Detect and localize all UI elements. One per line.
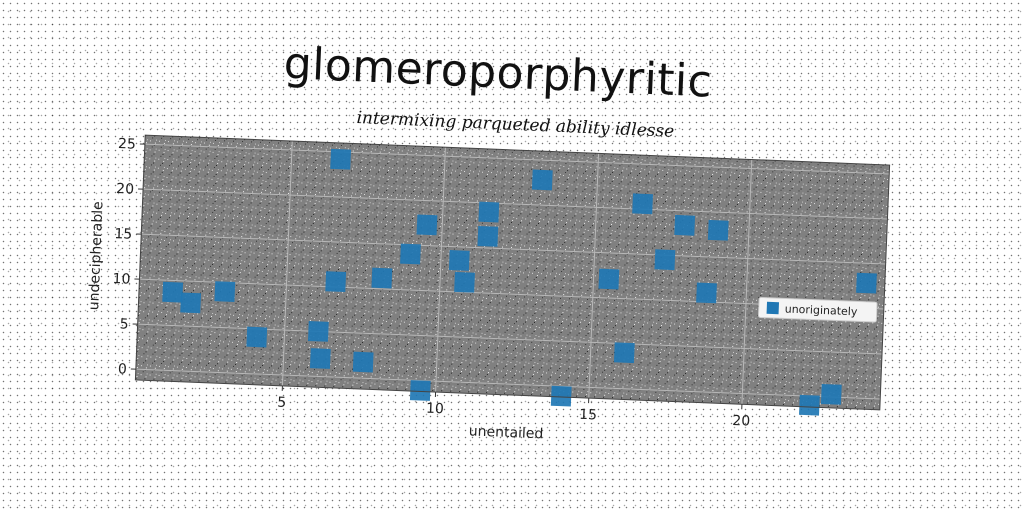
data-point (309, 348, 331, 369)
data-point (654, 249, 676, 271)
plot-frame (134, 134, 891, 411)
x-gridline (741, 159, 753, 405)
data-point (613, 342, 635, 364)
x-tick-label: 20 (732, 413, 750, 430)
x-tick-label: 10 (426, 401, 444, 418)
data-point (550, 385, 572, 407)
x-axis-label: unentailed (468, 423, 543, 442)
data-point (820, 383, 842, 405)
x-ticks: 5 10 15 20 (277, 385, 750, 430)
data-point (696, 282, 717, 304)
data-point (674, 214, 696, 236)
y-tick-label: 25 (118, 136, 136, 153)
data-point (307, 321, 329, 342)
data-point (856, 272, 877, 294)
y-ticks: 0 5 10 15 20 25 (112, 136, 145, 378)
x-tick-label: 5 (277, 395, 287, 411)
y-gridline (143, 188, 888, 220)
data-point (448, 250, 470, 271)
legend-label: unoriginately (784, 302, 858, 318)
legend-box (757, 296, 878, 323)
data-point (371, 267, 393, 289)
plot-noise-texture (135, 135, 890, 410)
data-point (246, 326, 268, 348)
x-gridline (588, 153, 600, 399)
y-gridline (135, 368, 881, 400)
data-point (180, 292, 202, 314)
data-point (416, 214, 438, 236)
y-gridline (141, 233, 886, 265)
data-point (632, 193, 653, 215)
data-point (330, 148, 352, 170)
y-tick-label: 20 (116, 181, 134, 198)
data-points (162, 148, 877, 416)
x-tick-label: 15 (579, 407, 597, 424)
data-point (325, 271, 347, 293)
data-point (707, 219, 729, 241)
y-gridline (144, 143, 890, 175)
data-point (162, 281, 184, 303)
data-point (477, 225, 499, 247)
data-point (478, 201, 500, 223)
plot-area: 5 10 15 20 0 5 10 15 20 25 unentailed undecipher… (86, 134, 891, 442)
y-tick-label: 5 (119, 316, 129, 332)
legend: unoriginately (757, 296, 878, 323)
y-tick-label: 0 (118, 361, 128, 377)
y-tick-label: 10 (112, 271, 130, 288)
x-gridline (435, 147, 446, 393)
data-point (799, 394, 820, 416)
data-point (214, 281, 236, 302)
y-tick-label: 15 (114, 226, 132, 243)
legend-swatch (766, 301, 780, 315)
data-point (454, 271, 475, 293)
data-point (352, 351, 374, 373)
y-axis-label: undecipherable (86, 201, 106, 310)
data-point (400, 243, 421, 265)
data-point (409, 380, 431, 401)
x-gridline (281, 141, 293, 386)
data-point (531, 169, 553, 191)
data-point (598, 268, 620, 290)
